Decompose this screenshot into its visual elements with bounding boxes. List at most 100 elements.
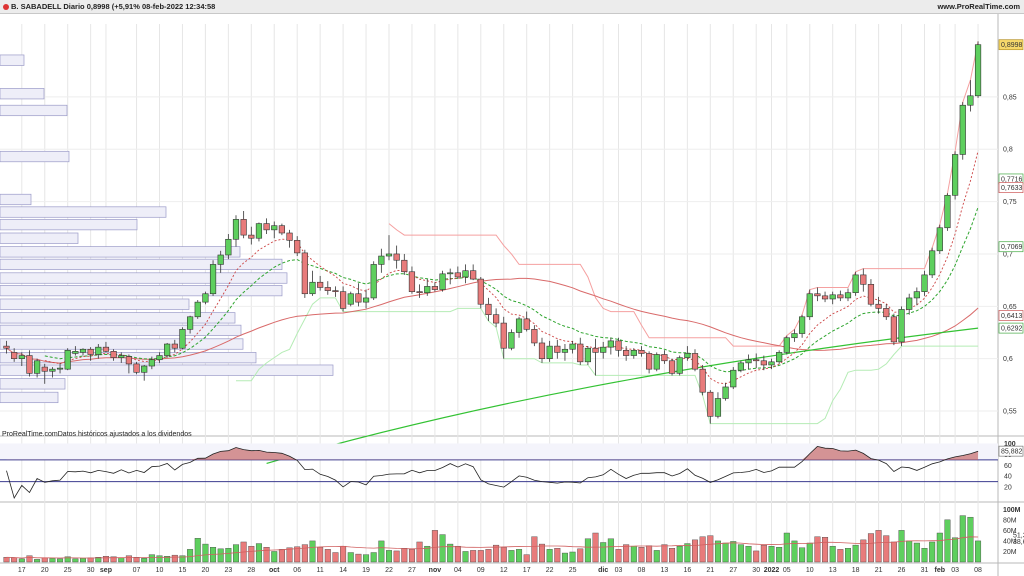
candle <box>240 211 247 239</box>
candle <box>431 282 439 292</box>
volume-bar <box>569 551 576 563</box>
x-tick-label: feb <box>935 567 946 574</box>
volume-bar <box>883 535 890 563</box>
volume-profile-bar <box>0 364 334 376</box>
price-tag-label: 0,8998 <box>1001 42 1023 49</box>
volume-bar <box>324 549 331 563</box>
x-tick-label: 08 <box>974 567 982 574</box>
volume-bar <box>141 558 148 563</box>
candle-body <box>630 350 637 356</box>
volume-bar <box>692 539 699 563</box>
chart-header: B. SABADELL Diario 0,8998 (+5,91% 08-feb… <box>0 0 1024 14</box>
volume-bar <box>615 549 622 563</box>
candle <box>745 354 752 370</box>
candle-body <box>668 360 676 374</box>
candle-body <box>921 274 928 292</box>
candle <box>72 346 79 356</box>
candle-body <box>577 343 584 363</box>
candle <box>951 151 959 200</box>
candle <box>852 271 859 296</box>
candle <box>630 348 637 359</box>
x-tick-label: 09 <box>477 567 485 574</box>
candle-body <box>301 252 308 295</box>
candle-body <box>753 359 760 362</box>
stock-chart[interactable]: 0,55 0,6 0,65 0,7 0,75 0,8 0,85 0,8998 0,7716 0,7… <box>0 14 1024 576</box>
candle-body <box>691 353 699 370</box>
candle <box>362 289 370 309</box>
candle-body <box>26 355 33 374</box>
candle-body <box>110 351 117 358</box>
candle <box>883 304 890 320</box>
candle <box>668 358 676 376</box>
candle <box>967 80 974 112</box>
candle <box>906 293 913 315</box>
candle <box>592 338 599 376</box>
volume-bar <box>600 542 607 563</box>
candle-body <box>852 274 859 294</box>
candle <box>79 348 87 356</box>
candle-body <box>95 346 102 355</box>
volume-bar <box>202 543 209 563</box>
candle-body <box>171 343 178 349</box>
volume-bar <box>171 554 178 563</box>
volume-bar <box>684 543 691 563</box>
candle <box>309 270 316 296</box>
site-link[interactable]: www.ProRealTime.com <box>937 2 1020 11</box>
volume-bar <box>554 548 561 563</box>
candle <box>263 218 270 235</box>
x-tick-label: dic <box>598 567 608 574</box>
chart-title-text: B. SABADELL Diario 0,8998 (+5,91% 08-feb… <box>11 2 216 11</box>
candle <box>623 346 630 361</box>
candle <box>102 341 110 353</box>
candle <box>49 367 56 378</box>
volume-bar <box>454 545 461 563</box>
data-note: ProRealTime.comDatos históricos ajustado… <box>2 431 192 438</box>
volume-bar <box>646 545 653 563</box>
candle-body <box>87 348 94 355</box>
candle <box>179 327 186 350</box>
x-tick-label: 13 <box>829 567 837 574</box>
candle-body <box>806 293 813 318</box>
x-tick-label: 16 <box>683 567 691 574</box>
x-tick-label: oct <box>269 567 280 574</box>
candle-body <box>791 333 798 339</box>
candle <box>370 261 377 301</box>
rsi-overbought-fill <box>6 446 979 460</box>
volume-bar <box>263 547 270 563</box>
candle <box>600 341 607 359</box>
candle <box>508 329 515 351</box>
candle-body <box>485 303 492 315</box>
volume-bar <box>248 545 255 563</box>
volume-bar <box>87 557 94 563</box>
volume-bar <box>424 545 431 563</box>
upper-band-line <box>388 41 979 347</box>
price-tag <box>998 241 1024 253</box>
candle <box>156 352 163 363</box>
candle-body <box>332 290 339 292</box>
candle-body <box>531 329 538 344</box>
candle-body <box>439 273 446 290</box>
x-tick-label: 04 <box>454 567 462 574</box>
candle-body <box>798 316 806 334</box>
x-tick-label: 18 <box>852 567 860 574</box>
volume-profile-bar <box>0 391 59 404</box>
candle-body <box>133 363 140 373</box>
candle <box>87 347 94 361</box>
candle <box>798 314 806 338</box>
x-tick-label: 25 <box>64 567 72 574</box>
candle <box>118 352 125 363</box>
candle-body <box>951 154 959 196</box>
candle-body <box>179 329 186 349</box>
volume-tick-label: 20M <box>1003 549 1017 556</box>
price-tag <box>998 182 1024 193</box>
candle <box>837 290 844 302</box>
candle-body <box>33 360 41 374</box>
volume-ma-line <box>6 536 979 559</box>
y-tick-label: 0,65 <box>1003 304 1017 311</box>
volume-bar <box>340 545 347 563</box>
volume-bar <box>929 541 936 563</box>
candle-body <box>49 368 56 372</box>
volume-bar <box>952 537 959 563</box>
volume-bar <box>102 556 109 563</box>
candle-body <box>156 355 163 361</box>
